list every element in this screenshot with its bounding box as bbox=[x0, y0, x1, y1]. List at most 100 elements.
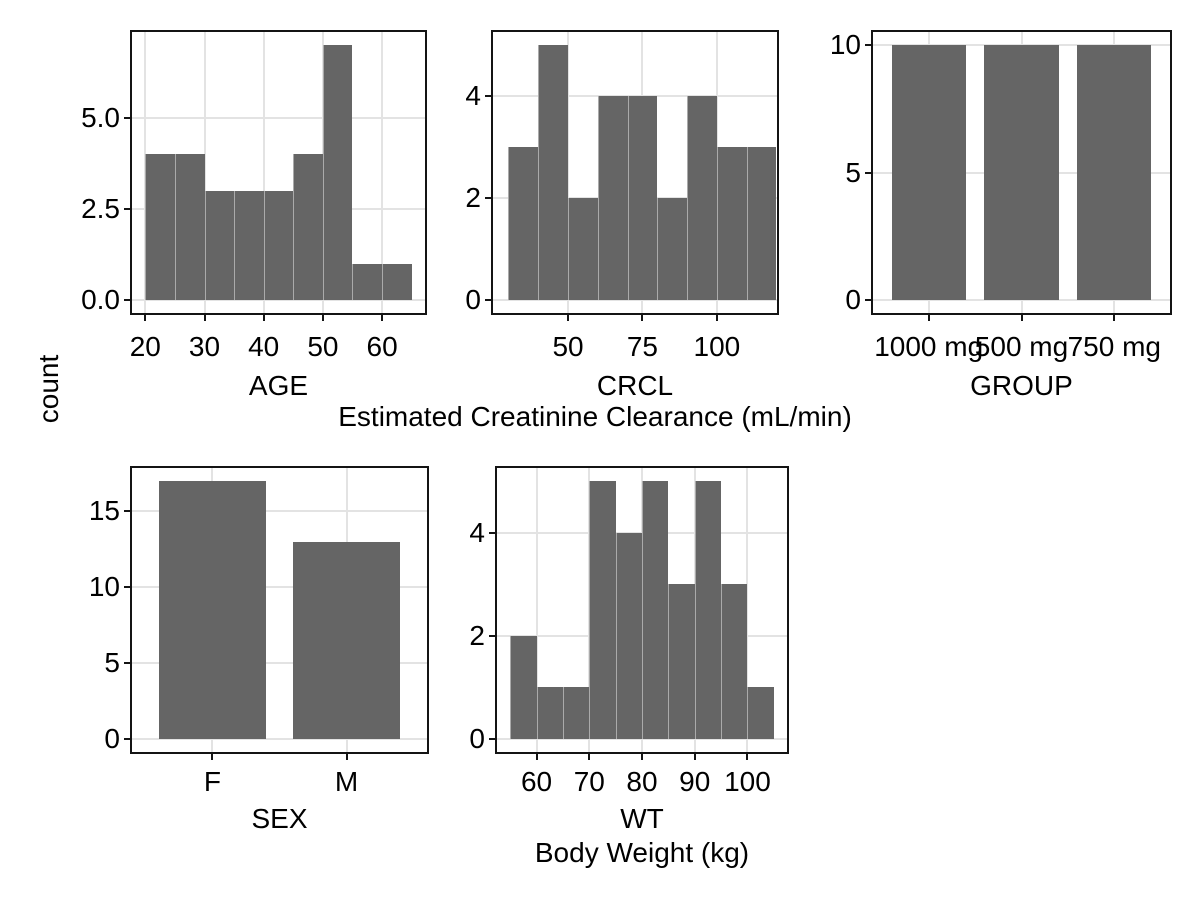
crcl-y-tick-mark bbox=[485, 299, 493, 302]
wt-x-tick-label: 60 bbox=[520, 766, 553, 797]
wt-x-tick-label: 90 bbox=[679, 766, 711, 797]
age-y-tick-mark bbox=[124, 299, 132, 302]
age-x-tick-mark bbox=[262, 313, 265, 321]
crcl-y-tick-mark bbox=[485, 94, 493, 97]
age-y-tick-label: 2.5 bbox=[81, 192, 120, 224]
age-histogram-bar bbox=[145, 154, 175, 301]
sex-y-gridline bbox=[132, 510, 427, 513]
group-bar bbox=[1077, 44, 1152, 301]
wt-x-gridline bbox=[746, 468, 749, 752]
age-histogram-bar bbox=[322, 44, 353, 301]
sex-x-tick-mark bbox=[345, 752, 348, 760]
wt-histogram-bar bbox=[510, 635, 537, 740]
wt-y-tick-label: 4 bbox=[469, 516, 485, 548]
panel-sex bbox=[130, 466, 429, 754]
group-bar bbox=[891, 44, 966, 301]
age-histogram-bar bbox=[204, 190, 235, 301]
crcl-histogram-bar bbox=[746, 146, 777, 301]
sex-bar bbox=[292, 541, 401, 740]
group-panel-label: GROUP bbox=[970, 370, 1073, 401]
wt-y-tick-mark bbox=[489, 634, 497, 637]
age-y-gridline bbox=[132, 116, 425, 119]
sex-x-tick-label: M bbox=[334, 766, 359, 797]
crcl-y-gridline bbox=[493, 299, 777, 302]
sex-bar bbox=[158, 480, 267, 740]
group-x-tick-label: 500 mg bbox=[974, 331, 1069, 362]
wt-x-tick-mark bbox=[746, 752, 749, 760]
sex-y-gridline bbox=[132, 738, 427, 741]
panel-crcl bbox=[491, 30, 779, 315]
wt-y-tick-label: 0 bbox=[469, 723, 485, 755]
wt-histogram-bar bbox=[668, 584, 695, 740]
sex-y-tick-label: 0 bbox=[104, 723, 120, 755]
group-x-tick-label: 1000 mg bbox=[874, 331, 984, 362]
age-histogram-bar bbox=[234, 190, 264, 301]
age-x-tick-mark bbox=[321, 313, 324, 321]
wt-histogram-bar bbox=[747, 687, 774, 740]
panel-age bbox=[130, 30, 427, 315]
wt-y-tick-label: 2 bbox=[469, 619, 485, 651]
wt-x-tick-mark bbox=[535, 752, 538, 760]
sex-x-tick-mark bbox=[211, 752, 214, 760]
sex-y-gridline bbox=[132, 586, 427, 589]
wt-x-gridline bbox=[535, 468, 538, 752]
wt-x-tick-mark bbox=[693, 752, 696, 760]
age-x-tick-mark bbox=[144, 313, 147, 321]
wt-panel-label: WT bbox=[620, 803, 664, 834]
age-x-tick-label: 40 bbox=[248, 331, 280, 362]
age-histogram-bar bbox=[352, 263, 383, 301]
age-x-tick-label: 30 bbox=[188, 331, 221, 362]
wt-histogram-bar bbox=[562, 687, 590, 740]
crcl-histogram-bar bbox=[716, 146, 747, 301]
wt-y-tick-mark bbox=[489, 738, 497, 741]
group-y-tick-label: 10 bbox=[829, 28, 861, 60]
wt-x-tick-label: 80 bbox=[626, 766, 658, 797]
group-bar bbox=[984, 44, 1059, 301]
sex-y-gridline bbox=[132, 662, 427, 665]
crcl-y-tick-label: 4 bbox=[465, 79, 481, 111]
group-y-tick-mark bbox=[865, 299, 873, 302]
top-row-x-axis-title: Estimated Creatinine Clearance (mL/min) bbox=[338, 401, 852, 432]
crcl-histogram-bar bbox=[627, 95, 658, 301]
age-histogram-bar bbox=[293, 154, 323, 301]
sex-y-tick-label: 15 bbox=[88, 495, 120, 527]
wt-histogram-bar bbox=[589, 480, 616, 740]
crcl-x-gridline bbox=[567, 32, 570, 313]
sex-y-tick-mark bbox=[124, 510, 132, 513]
age-panel-label: AGE bbox=[248, 370, 309, 401]
age-y-tick-mark bbox=[124, 116, 132, 119]
crcl-x-tick-label: 100 bbox=[693, 331, 741, 362]
age-x-gridline bbox=[262, 32, 265, 313]
age-y-gridline bbox=[132, 299, 425, 302]
panel-wt bbox=[495, 466, 789, 754]
wt-x-axis-title: Body Weight (kg) bbox=[534, 837, 750, 868]
crcl-y-tick-mark bbox=[485, 197, 493, 200]
wt-x-tick-label: 100 bbox=[724, 766, 771, 797]
age-x-tick-label: 20 bbox=[129, 331, 161, 362]
sex-x-tick-label: F bbox=[203, 766, 221, 797]
age-histogram-bar bbox=[263, 190, 294, 301]
age-x-tick-label: 50 bbox=[307, 331, 339, 362]
crcl-histogram-bar bbox=[538, 44, 568, 301]
group-y-tick-label: 0 bbox=[845, 284, 861, 316]
sex-y-tick-label: 5 bbox=[104, 647, 120, 679]
wt-x-tick-label: 70 bbox=[573, 766, 605, 797]
sex-y-tick-mark bbox=[124, 586, 132, 589]
wt-histogram-bar bbox=[615, 532, 642, 740]
age-x-tick-mark bbox=[203, 313, 206, 321]
group-x-tick-label: 750 mg bbox=[1067, 331, 1162, 362]
crcl-histogram-bar bbox=[597, 95, 628, 301]
crcl-histogram-bar bbox=[508, 146, 539, 301]
age-x-tick-mark bbox=[381, 313, 384, 321]
group-x-tick-mark bbox=[1113, 313, 1116, 321]
crcl-histogram-bar bbox=[568, 198, 598, 301]
sex-panel-label: SEX bbox=[251, 803, 308, 834]
age-x-tick-label: 60 bbox=[366, 331, 398, 362]
wt-histogram-bar bbox=[536, 687, 563, 740]
wt-histogram-bar bbox=[721, 584, 748, 740]
age-histogram-bar bbox=[174, 154, 205, 301]
age-y-tick-mark bbox=[124, 207, 132, 210]
age-histogram-bar bbox=[382, 263, 412, 301]
crcl-panel-label: CRCL bbox=[596, 370, 674, 401]
